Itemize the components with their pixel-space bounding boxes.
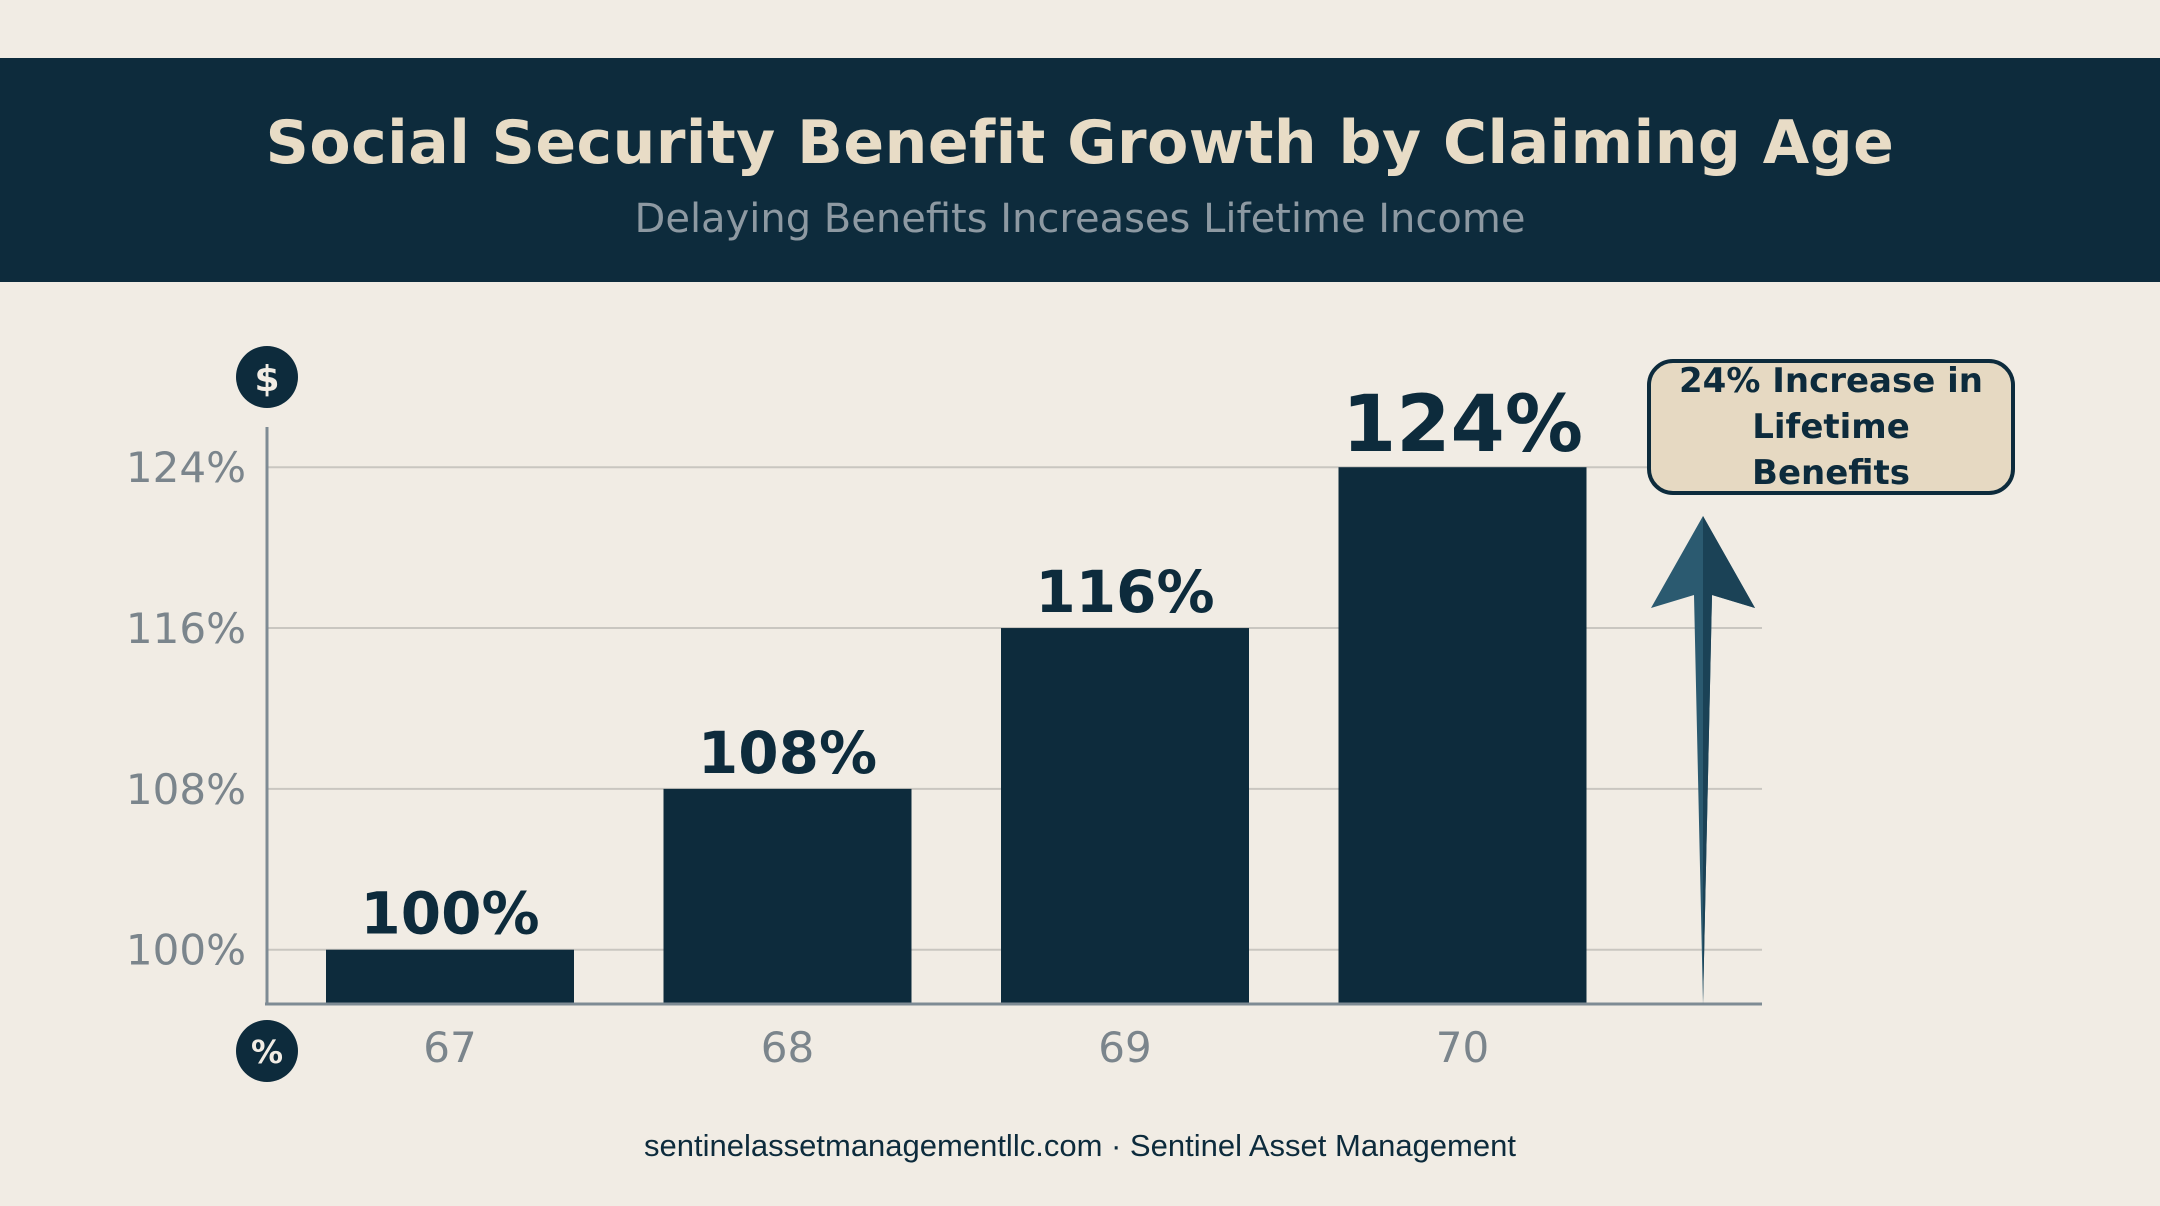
y-tick-label: 100% [126,926,246,975]
data-label: 124% [1342,380,1583,470]
data-label: 108% [698,719,877,787]
bar-age-70 [1338,467,1587,1004]
x-tick-label: 69 [1098,1023,1151,1072]
footer-credit: sentinelassetmanagementllc.com · Sentine… [644,1128,1516,1163]
svg-text:$: $ [254,359,279,400]
callout-box: 24% Increase in Lifetime Benefits [1647,359,2015,495]
y-tick-label: 116% [126,604,246,653]
y-tick-labels: 100% 108% 116% 124% [126,443,246,975]
data-label: 116% [1035,558,1214,626]
svg-text:%: % [251,1033,283,1071]
bar-age-69 [1001,628,1249,1004]
x-tick-label: 70 [1436,1023,1489,1072]
x-tick-labels: 67 68 69 70 [423,1023,1489,1072]
header-banner [0,58,2160,282]
x-tick-label: 67 [423,1023,476,1072]
chart-subtitle: Delaying Benefits Increases Lifetime Inc… [634,196,1526,242]
bars [326,467,1587,1004]
growth-arrow-icon [1651,516,1755,1004]
x-tick-label: 68 [761,1023,814,1072]
percent-icon: % [236,1020,298,1082]
bar-age-68 [663,788,912,1004]
y-tick-label: 124% [126,443,246,492]
y-tick-label: 108% [126,765,246,814]
data-label: 100% [360,880,539,948]
chart-title: Social Security Benefit Growth by Claimi… [265,108,1895,178]
data-labels: 100% 108% 116% 124% [360,380,1583,948]
bar-age-67 [326,949,574,1004]
dollar-icon: $ [236,346,298,408]
